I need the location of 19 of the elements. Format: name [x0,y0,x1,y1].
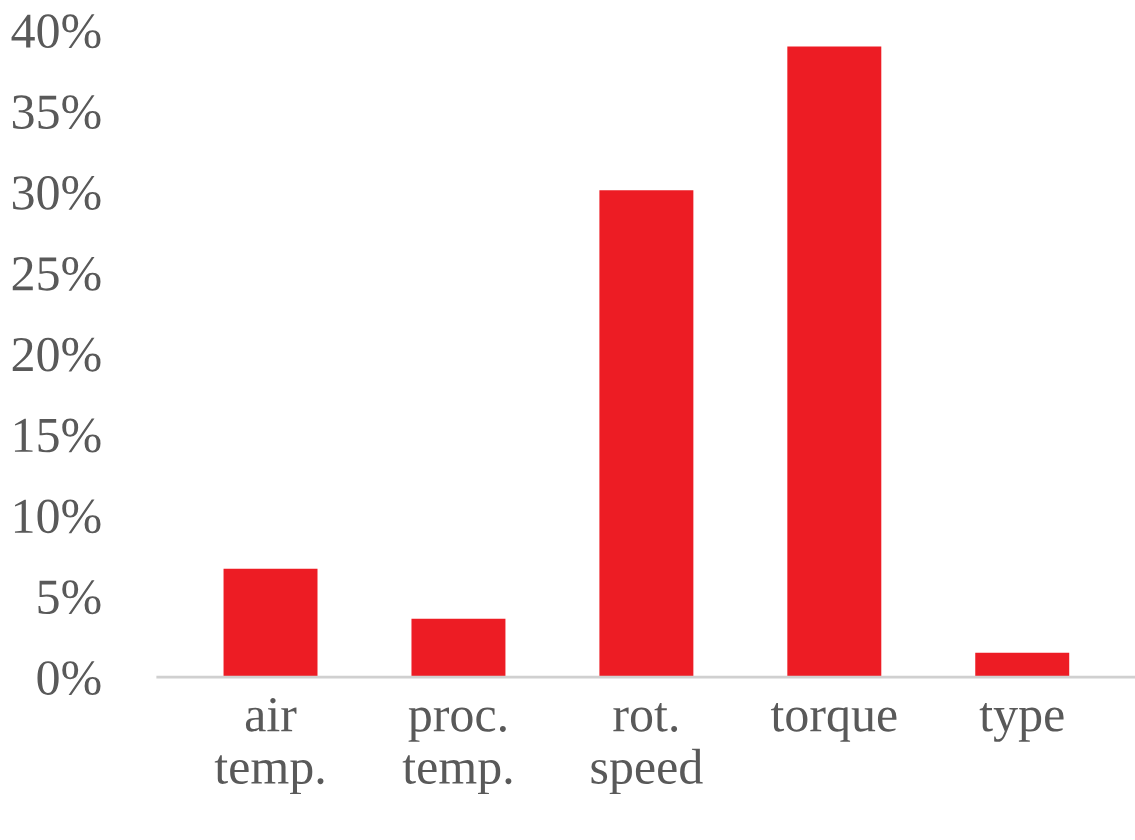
x-tick-label: type [979,702,1064,742]
bar [599,190,694,678]
bar [975,652,1070,678]
y-tick-label: 20% [12,337,101,372]
y-tick-label: 15% [14,418,101,453]
bar [411,618,506,678]
y-tick-label: 10% [14,499,101,534]
bar [223,568,318,678]
x-tick-label: proc. temp. [402,707,512,795]
x-tick-label: air temp. [214,698,324,795]
y-tick-label: 25% [12,256,101,291]
bar [787,46,882,678]
y-tick-label: 40% [11,14,101,49]
y-tick-label: 30% [12,176,101,210]
y-tick-label: 0% [37,661,101,696]
y-tick-label: 35% [12,95,101,130]
x-tick-label: torque [770,703,897,742]
x-tick-label: rot. speed [591,703,703,795]
y-tick-label: 5% [38,580,101,615]
